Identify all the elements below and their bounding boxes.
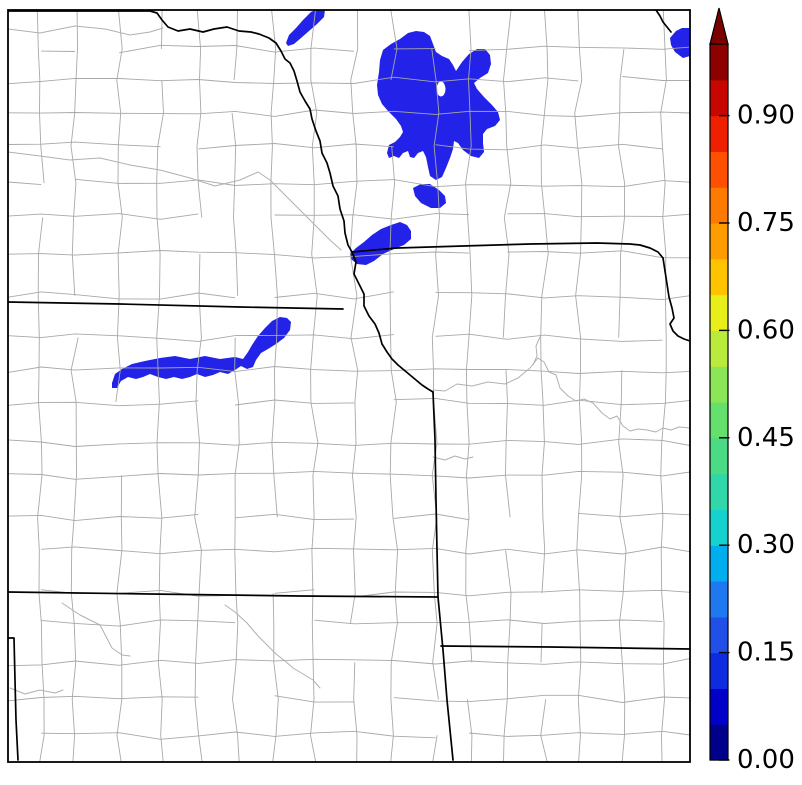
colorbar-segment: [710, 151, 728, 188]
colorbar-tick-label: 0.45: [737, 423, 795, 453]
state-border-line: [351, 251, 434, 393]
county-grid-line-horizontal: [8, 366, 690, 374]
county-grid-line-vertical: [194, 10, 203, 762]
colorbar-segment: [710, 437, 728, 475]
county-grid-line-horizontal: [41, 619, 663, 627]
state-border-line: [8, 301, 344, 310]
colorbar-tick-label: 0.75: [737, 208, 795, 238]
county-grid-line-vertical: [115, 10, 123, 762]
river-line: [432, 455, 474, 461]
county-grid-line-horizontal: [41, 44, 690, 54]
state-border-line: [8, 10, 353, 253]
colorbar-segment: [710, 366, 728, 403]
county-grid-line-horizontal: [8, 76, 690, 85]
probability-region: [286, 10, 325, 46]
county-grid-line-horizontal: [8, 141, 663, 151]
colorbar-segment: [710, 258, 728, 296]
river-line: [8, 151, 342, 251]
colorbar-segment: [710, 187, 728, 224]
river-line: [9, 687, 64, 695]
county-grid-line-horizontal: [41, 730, 690, 740]
colorbar-extend-arrow: [709, 7, 729, 45]
river-line: [532, 336, 541, 366]
state-border-line: [440, 645, 690, 650]
county-grid-line-horizontal: [8, 694, 690, 703]
colorbar-segment: [710, 545, 728, 582]
colorbar-segment: [710, 79, 728, 117]
county-grid-line-vertical: [156, 10, 164, 762]
state-border-line: [8, 591, 439, 598]
river-line: [8, 25, 164, 36]
state-border-line: [8, 637, 19, 761]
colorbar-tick-label: 0.90: [737, 101, 795, 131]
map-frame: [7, 9, 691, 763]
county-grid-line-horizontal: [41, 546, 690, 555]
county-grid-line-horizontal: [8, 470, 690, 480]
county-grid-line-vertical: [465, 10, 473, 762]
county-grid-line-horizontal: [8, 250, 690, 259]
state-borders-layer: [8, 10, 690, 761]
river-line: [224, 604, 321, 689]
county-grid-line-vertical: [36, 10, 45, 762]
colorbar-tick-label: 0.30: [737, 530, 795, 560]
county-grid-line-vertical: [431, 48, 440, 762]
colorbar-segment: [710, 652, 728, 689]
county-grid-line-horizontal: [8, 109, 690, 117]
probability-region: [350, 222, 411, 265]
colorbar-tick-label: 0.00: [737, 745, 795, 775]
state-border-line: [662, 257, 690, 342]
county-grid-line-horizontal: [8, 291, 690, 301]
county-lines-layer: [8, 10, 690, 762]
colorbar-segment: [710, 509, 728, 546]
county-grid-line-vertical: [231, 10, 240, 762]
colorbar-tick-label: 0.60: [737, 315, 795, 345]
colorbar-segment: [710, 688, 728, 725]
county-grid-line-horizontal: [8, 333, 663, 342]
county-grid-line-horizontal: [8, 512, 690, 522]
county-grid-line-vertical: [618, 48, 627, 762]
colorbar: 0.00 0.15 0.30 0.45 0.60 0.75 0.90: [709, 7, 795, 775]
county-grid-line-vertical: [502, 10, 512, 762]
county-grid-line-vertical: [349, 10, 359, 762]
county-grid-line-horizontal: [8, 213, 690, 220]
river-line: [61, 602, 131, 657]
colorbar-tick-label: 0.15: [737, 638, 795, 668]
county-grid-line-vertical: [574, 10, 583, 762]
county-grid-line-vertical: [660, 10, 667, 762]
county-grid-line-vertical: [389, 10, 399, 762]
county-grid-line-horizontal: [8, 397, 690, 407]
county-grid-line-horizontal: [8, 178, 690, 188]
county-grid-line-vertical: [70, 10, 79, 762]
probability-region: [413, 184, 446, 208]
colorbar-segment: [710, 330, 728, 367]
county-grid-line-vertical: [270, 10, 279, 762]
probability-region: [670, 28, 690, 58]
river-line: [432, 357, 690, 433]
colorbar-segment: [710, 402, 728, 439]
state-border-line: [655, 10, 672, 33]
colorbar-segment: [710, 294, 728, 331]
county-grid-line-horizontal: [8, 658, 690, 667]
probability-regions-layer: [112, 10, 690, 388]
region-hole: [436, 81, 446, 97]
colorbar-segment: [710, 223, 728, 260]
rivers-layer: [8, 25, 690, 695]
probability-region: [112, 317, 291, 388]
colorbar-segment: [710, 581, 728, 618]
colorbar-segment: [710, 473, 728, 510]
county-grid-line-horizontal: [8, 438, 690, 447]
colorbar-segment: [710, 115, 728, 152]
state-border-line: [351, 242, 664, 259]
county-grid-line-vertical: [310, 10, 319, 762]
colorbar-segment: [710, 616, 728, 654]
county-grid-line-vertical: [540, 10, 549, 762]
colorbar-segment: [710, 724, 728, 761]
colorbar-segment: [710, 44, 728, 81]
